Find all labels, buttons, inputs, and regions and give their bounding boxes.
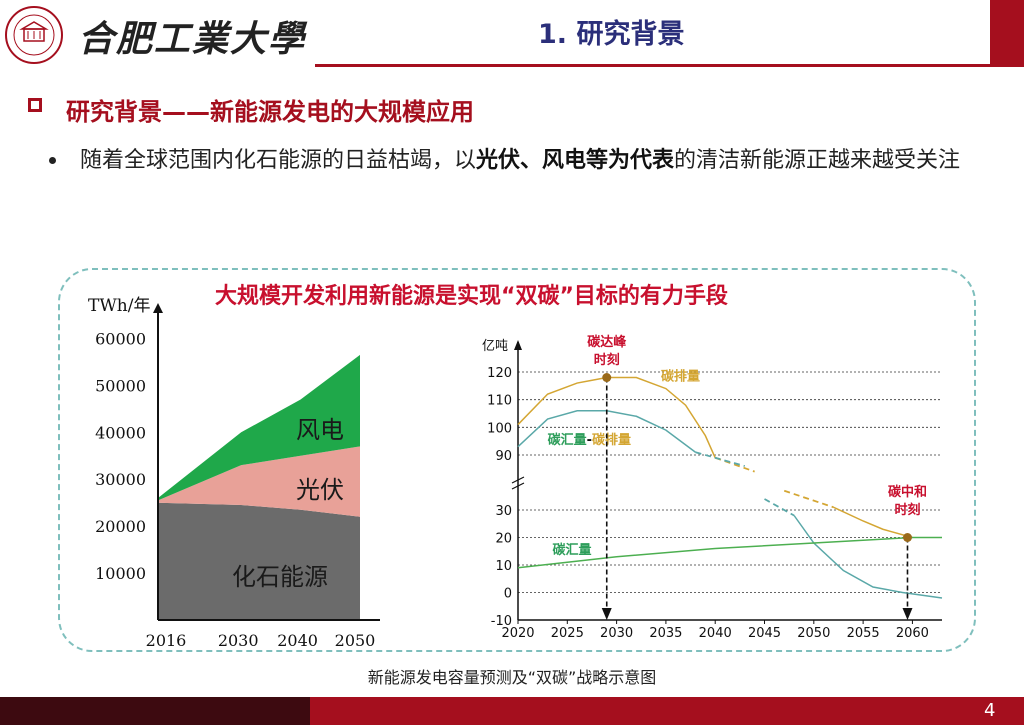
- series-dashed: [695, 451, 746, 467]
- axis-break-icon: [511, 476, 525, 490]
- bullet-text: 随着全球范围内化石能源的日益枯竭，以光伏、风电等为代表的清洁新能源正越来越受关注: [80, 143, 1010, 179]
- section-title: 研究背景——新能源发电的大规模应用: [66, 98, 474, 126]
- section-square-icon: [28, 98, 42, 112]
- x-tick-label: 2060: [896, 626, 929, 641]
- y-axis-arrow: [153, 303, 163, 313]
- annotation-label: 碳达峰: [587, 334, 627, 350]
- series-label-1: 光伏: [296, 476, 344, 504]
- y-tick-label: 30: [495, 504, 512, 519]
- header-divider: [315, 64, 1024, 67]
- energy-area-chart: TWh/年 10000 20000 30000 40000 50000 60000 2016 2…: [88, 296, 380, 650]
- y-tick-label: 50000: [95, 376, 146, 395]
- x-tick-label: 2045: [748, 626, 781, 641]
- figure-caption: 新能源发电容量预测及“双碳”战略示意图: [367, 668, 657, 687]
- bullet-text-pre: 随着全球范围内化石能源的日益枯竭，以: [80, 148, 477, 173]
- annotation-arrow: [601, 608, 612, 620]
- y-axis-label: TWh/年: [88, 296, 151, 316]
- y-tick-label: 100: [487, 421, 512, 436]
- annotation-label: 时刻: [894, 502, 920, 518]
- x-tick-label: 2040: [277, 631, 318, 650]
- x-tick-label: 2055: [847, 626, 880, 641]
- y-tick-label: 110: [487, 394, 512, 409]
- series-label: 碳汇量-碳排量: [548, 432, 631, 448]
- series-line: [793, 515, 943, 599]
- x-tick-label: 2030: [600, 626, 633, 641]
- y-tick-label: 0: [504, 587, 512, 602]
- bullet-text-post: 的清洁新能源正越来越受关注: [674, 148, 961, 173]
- series-line: [833, 506, 913, 539]
- area-wind: [158, 354, 360, 501]
- area-fossil: [158, 502, 360, 620]
- series-dashed: [764, 498, 795, 517]
- y-tick-label: 60000: [95, 329, 146, 348]
- x-tick-label: 2025: [551, 626, 584, 641]
- footer-dark-bar: [0, 697, 310, 725]
- y-axis-arrow: [514, 340, 522, 350]
- y-tick-label: 40000: [95, 423, 146, 442]
- x-tick-label: 2050: [797, 626, 830, 641]
- university-seal-icon: [5, 6, 63, 64]
- series-dashed: [783, 489, 834, 509]
- y-axis-label: 亿吨: [482, 339, 508, 354]
- annotation-arrow: [902, 608, 913, 620]
- header-accent-block: [990, 0, 1024, 66]
- bullet-text-bold: 光伏、风电等为代表: [476, 148, 675, 173]
- series-label-2: 风电: [296, 416, 344, 444]
- y-tick-label: 90: [495, 449, 512, 464]
- annotation-dot: [902, 533, 912, 542]
- x-tick-label: 2050: [335, 631, 376, 650]
- y-tick-label: -10: [491, 614, 512, 629]
- y-tick-label: 20: [495, 532, 512, 547]
- x-tick-label: 2030: [218, 631, 259, 650]
- x-tick-label: 2040: [699, 626, 732, 641]
- footer-red-bar: [310, 697, 1024, 725]
- series-label: 碳汇量: [553, 542, 592, 558]
- y-tick-label: 10: [495, 559, 512, 574]
- x-tick-label: 2035: [649, 626, 682, 641]
- series-label-0: 化石能源: [232, 563, 328, 591]
- x-tick-label: 2016: [146, 631, 187, 650]
- area-pv: [158, 446, 360, 517]
- y-tick-label: 120: [487, 366, 512, 381]
- annotation-label: 碳中和: [888, 484, 927, 500]
- series-label: 碳排量: [661, 368, 700, 384]
- annotation-label: 时刻: [594, 352, 620, 368]
- figure-panel: [58, 268, 976, 652]
- series-dashed: [714, 456, 755, 473]
- series-line: [517, 376, 716, 459]
- series-line: [517, 536, 942, 569]
- y-tick-label: 30000: [95, 470, 146, 489]
- page-number: 4: [984, 700, 996, 721]
- figure-title: 大规模开发利用新能源是实现“双碳”目标的有力手段: [215, 284, 728, 309]
- page-title: 1. 研究背景: [538, 19, 685, 50]
- y-tick-label: 20000: [95, 517, 146, 536]
- annotation-dot: [602, 373, 612, 383]
- y-tick-label: 10000: [95, 564, 146, 583]
- bullet-dot-icon: [49, 157, 56, 164]
- x-tick-label: 2020: [501, 626, 534, 641]
- university-name: 合肥工業大學: [78, 18, 307, 60]
